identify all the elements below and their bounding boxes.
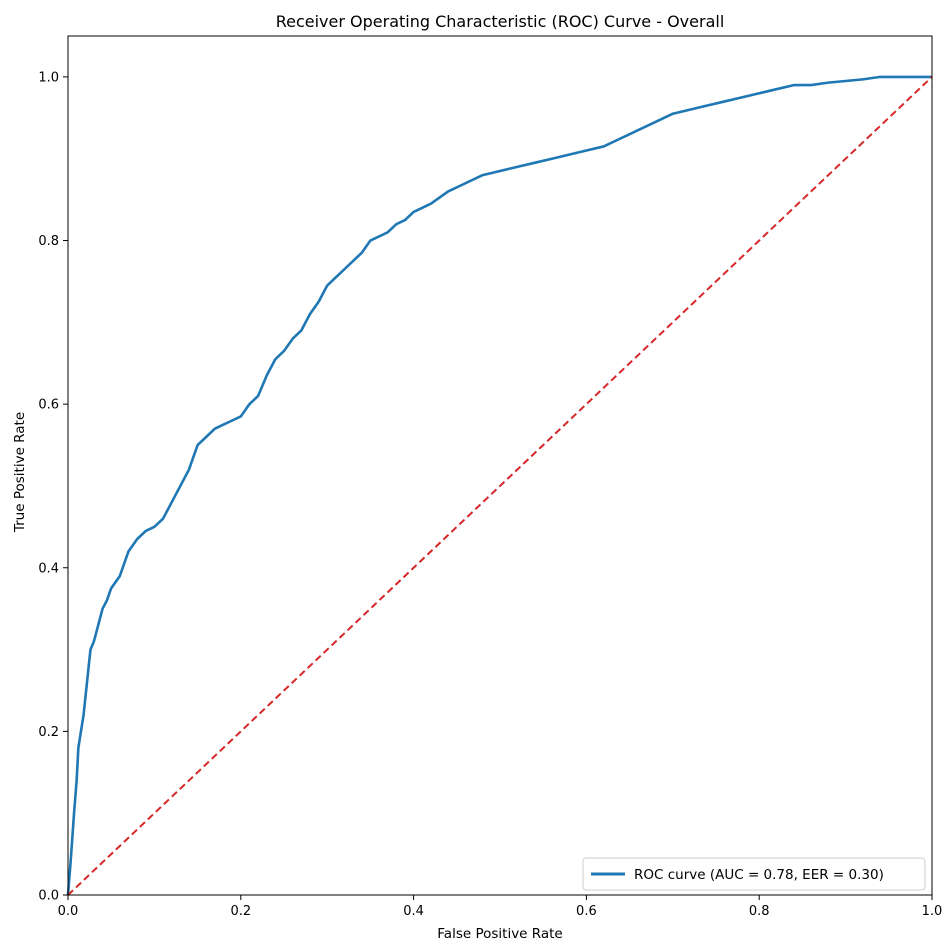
y-tick-label: 0.0 xyxy=(38,889,59,904)
x-axis-label: False Positive Rate xyxy=(437,926,562,942)
x-tick-label: 0.4 xyxy=(403,904,424,919)
axis-ticks: 0.0 0.2 0.4 0.6 0.8 1.0 0.0 0.2 0.4 0.6 0.8 1.0 xyxy=(38,70,942,919)
chance-diagonal-line xyxy=(67,76,933,896)
plot-area xyxy=(66,35,933,896)
y-tick-label: 0.4 xyxy=(38,561,59,576)
x-tick-label: 0.0 xyxy=(58,904,79,919)
legend-label-roc: ROC curve (AUC = 0.78, EER = 0.30) xyxy=(634,867,884,883)
y-tick-label: 0.6 xyxy=(38,398,59,413)
x-tick-label: 0.8 xyxy=(749,904,770,919)
x-tick-label: 1.0 xyxy=(922,904,943,919)
y-axis-label: True Positive Rate xyxy=(12,412,28,533)
roc-curve-line xyxy=(66,75,932,896)
y-tick-label: 0.8 xyxy=(38,234,59,249)
axes-frame xyxy=(67,35,933,896)
legend: ROC curve (AUC = 0.78, EER = 0.30) xyxy=(582,857,926,891)
y-tick-label: 0.2 xyxy=(38,725,59,740)
y-tick-label: 1.0 xyxy=(38,70,59,85)
legend-box xyxy=(582,857,926,891)
x-tick-label: 0.6 xyxy=(576,904,597,919)
x-tick-label: 0.2 xyxy=(230,904,251,919)
chart-title: Receiver Operating Characteristic (ROC) … xyxy=(276,12,725,31)
